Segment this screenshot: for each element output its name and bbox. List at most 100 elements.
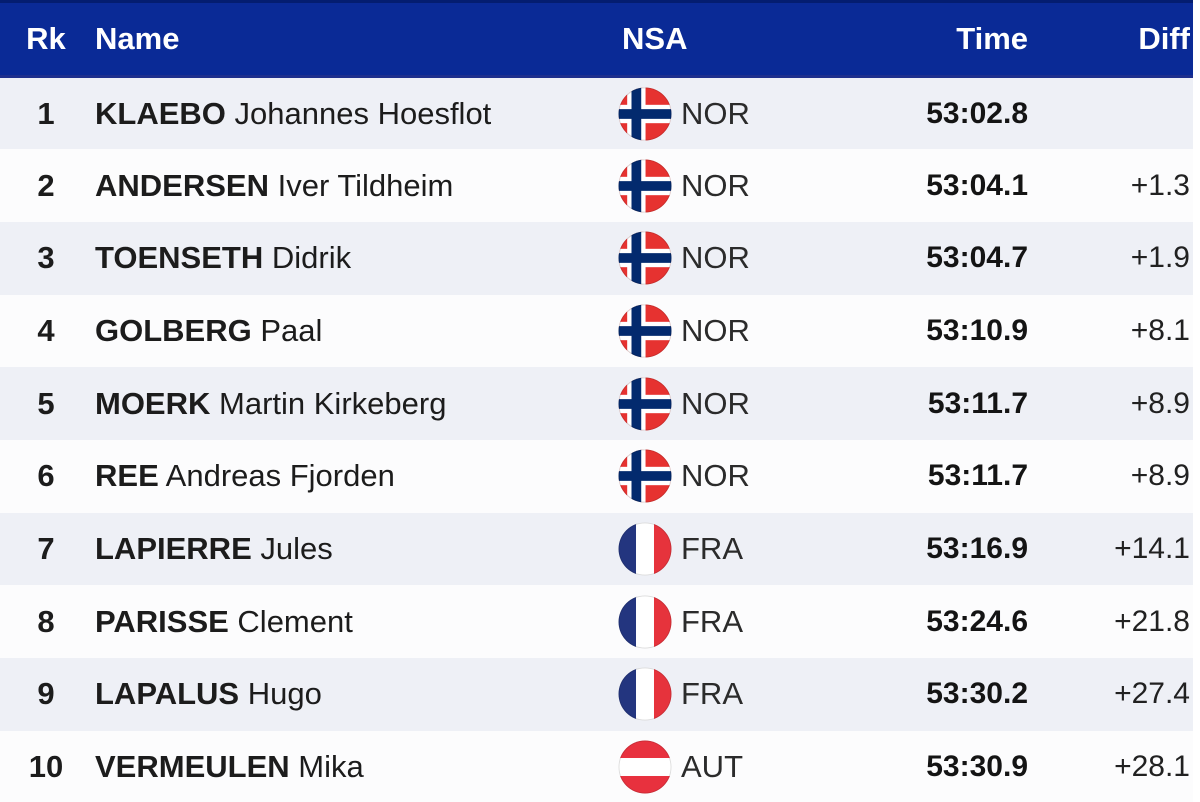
nsa-cell: AUT (618, 731, 850, 802)
athlete-name-cell: KLAEBO Johannes Hoesflot (92, 77, 618, 150)
rank-cell: 4 (0, 295, 92, 368)
rank-value: 4 (37, 312, 55, 348)
athlete-given-name: Didrik (271, 240, 352, 276)
rank-cell: 9 (0, 658, 92, 731)
diff-cell: +27.4 (1114, 677, 1190, 711)
rank-value: 3 (37, 240, 55, 276)
result-row[interactable]: 3 TOENSETH Didrik NOR 53:04.7 +1.9 (0, 221, 1193, 295)
time-cell: 53:10.9 (926, 313, 1028, 347)
nsa-cell: FRA (618, 513, 850, 586)
result-row[interactable]: 7 LAPIERRE Jules FRA 53:16.9 +14.1 (0, 512, 1193, 586)
athlete-surname: LAPALUS (95, 676, 240, 712)
results-table-header: Rk Name NSA Time Diff (0, 0, 1193, 78)
athlete-surname: VERMEULEN (95, 749, 290, 785)
diff-cell (1030, 77, 1193, 150)
athlete-surname: MOERK (95, 385, 211, 421)
norway-flag-icon (618, 449, 672, 503)
result-row[interactable]: 5 MOERK Martin Kirkeberg NOR 53:11.7 +8.… (0, 367, 1193, 440)
nsa-cell: FRA (618, 585, 850, 658)
athlete-given-name: Mika (298, 749, 364, 785)
athlete-surname: PARISSE (95, 603, 229, 639)
athlete-surname: ANDERSEN (95, 167, 269, 203)
rank-value: 10 (28, 749, 64, 785)
nsa-code: FRA (681, 530, 743, 566)
norway-flag-icon (618, 377, 672, 431)
athlete-name-cell: PARISSE Clement (92, 585, 618, 658)
time-cell: 53:02.8 (926, 96, 1028, 130)
diff-cell: +8.1 (1130, 313, 1190, 347)
athlete-given-name: Johannes Hoesflot (234, 95, 492, 131)
athlete-name-cell: VERMEULEN Mika (92, 731, 618, 802)
nsa-cell: NOR (618, 77, 850, 150)
rank-cell: 1 (0, 77, 92, 150)
rank-cell: 2 (0, 149, 92, 222)
result-row[interactable]: 8 PARISSE Clement FRA 53:24.6 +21.8 (0, 585, 1193, 658)
rank-value: 5 (37, 385, 55, 421)
athlete-name-cell: REE Andreas Fjorden (92, 440, 618, 513)
result-row[interactable]: 9 LAPALUS Hugo FRA 53:30.2 +27.4 (0, 658, 1193, 731)
athlete-name-cell: GOLBERG Paal (92, 295, 618, 368)
rank-cell: 6 (0, 440, 92, 513)
norway-flag-icon (618, 304, 672, 358)
athlete-name-cell: LAPALUS Hugo (92, 658, 618, 731)
diff-cell: +8.9 (1130, 386, 1190, 420)
athlete-given-name: Hugo (247, 676, 322, 712)
time-cell: 53:11.7 (927, 459, 1028, 493)
nsa-code: FRA (681, 603, 743, 639)
norway-flag-icon (618, 231, 672, 285)
athlete-surname: GOLBERG (95, 312, 252, 348)
result-row[interactable]: 1 KLAEBO Johannes Hoesflot NOR 53:02.8 (0, 76, 1193, 150)
rank-value: 6 (37, 458, 55, 494)
nsa-code: NOR (681, 385, 750, 421)
result-row[interactable]: 2 ANDERSEN Iver Tildheim NOR 53:04.1 +1.… (0, 149, 1193, 222)
norway-flag-icon (618, 87, 672, 141)
rank-cell: 8 (0, 585, 92, 658)
diff-cell: +1.3 (1130, 168, 1190, 202)
nsa-code: NOR (681, 95, 750, 131)
time-cell: 53:11.7 (927, 386, 1028, 420)
athlete-surname: REE (95, 458, 159, 494)
diff-cell: +8.9 (1130, 459, 1190, 493)
athlete-given-name: Paal (260, 312, 323, 348)
nsa-cell: NOR (618, 367, 850, 440)
result-row[interactable]: 6 REE Andreas Fjorden NOR 53:11.7 +8.9 (0, 439, 1193, 513)
athlete-name-cell: TOENSETH Didrik (92, 222, 618, 295)
time-cell: 53:04.1 (926, 168, 1028, 202)
austria-flag-icon (618, 740, 672, 794)
column-header-rank: Rk (0, 0, 92, 78)
diff-cell: +21.8 (1114, 604, 1190, 638)
nsa-code: NOR (681, 167, 750, 203)
rank-value: 2 (37, 167, 55, 203)
rank-cell: 10 (0, 731, 92, 802)
nsa-code: FRA (681, 676, 743, 712)
time-cell: 53:04.7 (926, 241, 1028, 275)
diff-cell: +28.1 (1114, 750, 1190, 784)
nsa-cell: NOR (618, 440, 850, 513)
diff-cell: +1.9 (1130, 241, 1190, 275)
nsa-cell: FRA (618, 658, 850, 731)
rank-cell: 5 (0, 367, 92, 440)
rank-value: 8 (37, 603, 55, 639)
athlete-surname: KLAEBO (95, 95, 226, 131)
athlete-given-name: Martin Kirkeberg (219, 385, 447, 421)
athlete-surname: LAPIERRE (95, 530, 252, 566)
athlete-name-cell: LAPIERRE Jules (92, 513, 618, 586)
athlete-given-name: Iver Tildheim (277, 167, 454, 203)
athlete-given-name: Jules (260, 530, 333, 566)
rank-cell: 3 (0, 222, 92, 295)
column-header-time: Time (850, 0, 1030, 78)
france-flag-icon (618, 522, 672, 576)
time-cell: 53:30.9 (926, 750, 1028, 784)
result-row[interactable]: 4 GOLBERG Paal NOR 53:10.9 +8.1 (0, 294, 1193, 368)
athlete-name-cell: MOERK Martin Kirkeberg (92, 367, 618, 440)
nsa-code: NOR (681, 458, 750, 494)
norway-flag-icon (618, 159, 672, 213)
athlete-given-name: Andreas Fjorden (165, 458, 395, 494)
result-row[interactable]: 10 VERMEULEN Mika AUT 53:30.9 +28.1 (0, 730, 1193, 802)
column-header-nsa: NSA (618, 0, 850, 78)
nsa-cell: NOR (618, 149, 850, 222)
nsa-code: NOR (681, 240, 750, 276)
rank-value: 9 (37, 676, 55, 712)
athlete-given-name: Clement (237, 603, 353, 639)
